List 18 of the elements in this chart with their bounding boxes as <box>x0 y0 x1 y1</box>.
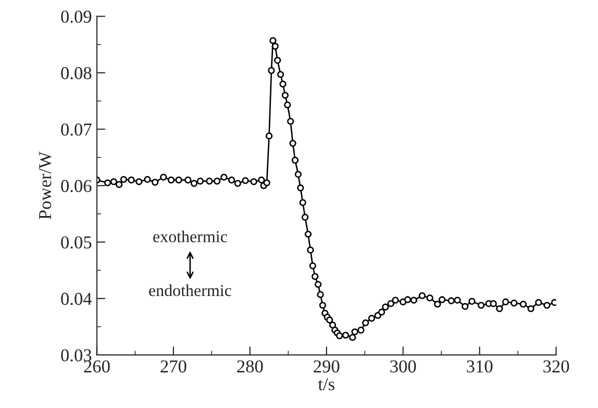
x-tick-label: 280 <box>237 360 263 373</box>
y-tick-label: 0.03 <box>61 349 92 362</box>
x-tick-label: 310 <box>466 360 492 373</box>
y-tick-label: 0.06 <box>61 180 92 192</box>
annotation: endothermic <box>149 284 232 296</box>
x-tick-label: 260 <box>84 360 110 373</box>
y-tick-label: 0.08 <box>61 67 92 80</box>
y-tick-label: 0.05 <box>61 236 92 249</box>
y-tick-label: 0.04 <box>61 292 92 306</box>
x-tick-label: 300 <box>390 360 416 373</box>
x-tick-label: 270 <box>160 360 186 373</box>
y-tick-label: 0.07 <box>61 123 92 136</box>
y-axis-title: Power/W <box>39 152 52 220</box>
y-tick-label: 0.09 <box>61 10 92 23</box>
annotation: exothermic <box>153 230 228 242</box>
x-tick-label: 320 <box>543 360 569 373</box>
x-axis-title: t/s <box>318 378 334 390</box>
x-tick-label: 290 <box>314 360 340 373</box>
